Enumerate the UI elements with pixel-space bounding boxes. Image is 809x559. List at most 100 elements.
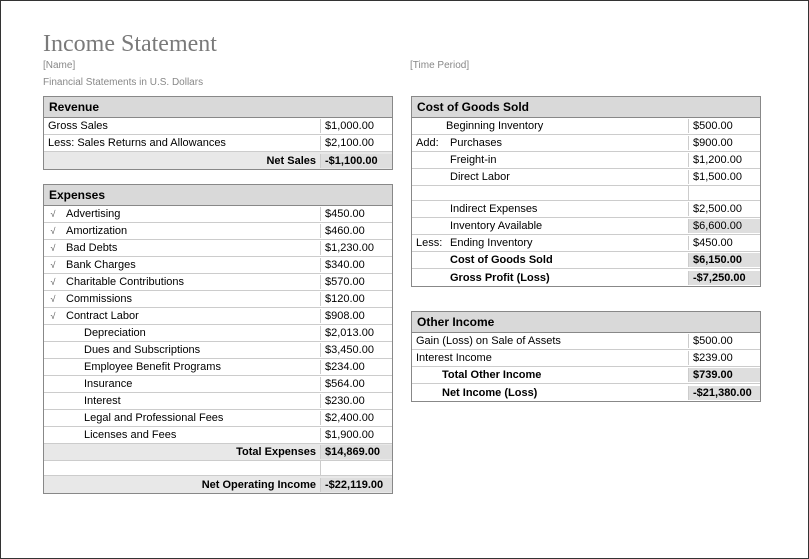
table-row: √Bank Charges$340.00 — [44, 257, 392, 274]
row-value: $340.00 — [320, 258, 392, 272]
row-value: $1,900.00 — [320, 428, 392, 442]
table-row: Interest Income$239.00 — [412, 350, 760, 367]
total-other-income-row: Total Other Income$739.00 — [412, 367, 760, 384]
table-row: Direct Labor$1,500.00 — [412, 169, 760, 186]
row-label: Gross Sales — [44, 119, 320, 133]
income-statement-page: Income Statement [Name] [Time Period] Fi… — [0, 0, 809, 559]
meta-name: [Name] — [43, 60, 410, 71]
revenue-header: Revenue — [44, 97, 392, 118]
other-income-header: Other Income — [412, 312, 760, 333]
net-operating-income-row: Net Operating Income -$22,119.00 — [44, 476, 392, 493]
row-label: Cost of Goods Sold — [446, 253, 688, 267]
row-label: Depreciation — [62, 326, 320, 340]
table-row: Interest$230.00 — [44, 393, 392, 410]
check-mark: √ — [44, 209, 62, 219]
row-value: $570.00 — [320, 275, 392, 289]
row-label: Amortization — [62, 224, 320, 238]
table-row: Less:Ending Inventory$450.00 — [412, 235, 760, 252]
row-value: $1,000.00 — [320, 119, 392, 133]
row-value: $739.00 — [688, 368, 760, 382]
row-label: Net Income (Loss) — [412, 386, 688, 400]
row-label: Net Sales — [44, 154, 320, 168]
row-label: Interest — [62, 394, 320, 408]
row-value: $1,500.00 — [688, 170, 760, 184]
other-income-section: Other Income Gain (Loss) on Sale of Asse… — [411, 311, 761, 402]
left-column: Revenue Gross Sales $1,000.00 Less: Sale… — [43, 96, 393, 508]
table-row: Legal and Professional Fees$2,400.00 — [44, 410, 392, 427]
row-label: Insurance — [62, 377, 320, 391]
row-value: $234.00 — [320, 360, 392, 374]
table-row: Freight-in$1,200.00 — [412, 152, 760, 169]
blank-row — [412, 186, 760, 201]
table-row: Insurance$564.00 — [44, 376, 392, 393]
row-value: $14,869.00 — [320, 445, 392, 459]
row-value: $2,100.00 — [320, 136, 392, 150]
check-mark: √ — [44, 277, 62, 287]
table-row: Licenses and Fees$1,900.00 — [44, 427, 392, 444]
row-value: $460.00 — [320, 224, 392, 238]
check-mark: √ — [44, 260, 62, 270]
cogs-header: Cost of Goods Sold — [412, 97, 760, 118]
row-value: -$21,380.00 — [688, 386, 760, 400]
gross-profit-row: Gross Profit (Loss)-$7,250.00 — [412, 269, 760, 286]
row-label: Bank Charges — [62, 258, 320, 272]
table-row: Employee Benefit Programs$234.00 — [44, 359, 392, 376]
check-mark: √ — [44, 294, 62, 304]
right-column: Cost of Goods Sold Beginning Inventory$5… — [411, 96, 761, 416]
row-label: Legal and Professional Fees — [62, 411, 320, 425]
cogs-total-row: Cost of Goods Sold$6,150.00 — [412, 252, 760, 269]
meta-time-period: [Time Period] — [410, 60, 469, 71]
expenses-header: Expenses — [44, 185, 392, 206]
row-label: Less: Sales Returns and Allowances — [44, 136, 320, 150]
row-value: -$1,100.00 — [320, 154, 392, 168]
row-label: Dues and Subscriptions — [62, 343, 320, 357]
row-value: $500.00 — [688, 119, 760, 133]
table-row: √Amortization$460.00 — [44, 223, 392, 240]
row-value: $1,230.00 — [320, 241, 392, 255]
row-label: Net Operating Income — [44, 478, 320, 492]
row-value: $120.00 — [320, 292, 392, 306]
row-value: $3,450.00 — [320, 343, 392, 357]
net-sales-row: Net Sales -$1,100.00 — [44, 152, 392, 169]
table-row: √Commissions$120.00 — [44, 291, 392, 308]
row-label: Indirect Expenses — [446, 202, 688, 216]
table-row: Gross Sales $1,000.00 — [44, 118, 392, 135]
table-row: Inventory Available$6,600.00 — [412, 218, 760, 235]
row-label: Advertising — [62, 207, 320, 221]
row-value: -$7,250.00 — [688, 271, 760, 285]
row-value: $450.00 — [320, 207, 392, 221]
table-row: √Advertising$450.00 — [44, 206, 392, 223]
total-expenses-row: Total Expenses $14,869.00 — [44, 444, 392, 461]
table-row: Less: Sales Returns and Allowances $2,10… — [44, 135, 392, 152]
row-value: $2,013.00 — [320, 326, 392, 340]
row-label: Freight-in — [446, 153, 688, 167]
table-row: Indirect Expenses$2,500.00 — [412, 201, 760, 218]
row-label: Total Other Income — [412, 368, 688, 382]
row-label: Charitable Contributions — [62, 275, 320, 289]
row-label: Gross Profit (Loss) — [446, 271, 688, 285]
net-income-row: Net Income (Loss)-$21,380.00 — [412, 384, 760, 401]
row-label: Commissions — [62, 292, 320, 306]
row-prefix: Less: — [412, 237, 446, 249]
row-prefix: Add: — [412, 137, 446, 149]
check-mark: √ — [44, 243, 62, 253]
page-title: Income Statement — [43, 31, 766, 58]
row-value: $6,150.00 — [688, 253, 760, 267]
table-row: √Bad Debts$1,230.00 — [44, 240, 392, 257]
meta-row: [Name] [Time Period] — [43, 60, 766, 71]
row-value: $564.00 — [320, 377, 392, 391]
row-label: Bad Debts — [62, 241, 320, 255]
row-value: $908.00 — [320, 309, 392, 323]
revenue-section: Revenue Gross Sales $1,000.00 Less: Sale… — [43, 96, 393, 170]
row-value: $2,500.00 — [688, 202, 760, 216]
row-value: $500.00 — [688, 334, 760, 348]
row-label: Direct Labor — [446, 170, 688, 184]
table-row: √Charitable Contributions$570.00 — [44, 274, 392, 291]
table-row: Beginning Inventory$500.00 — [412, 118, 760, 135]
table-row: Dues and Subscriptions$3,450.00 — [44, 342, 392, 359]
row-label: Ending Inventory — [446, 236, 688, 250]
row-value: -$22,119.00 — [320, 478, 392, 492]
row-label: Total Expenses — [44, 445, 320, 459]
expenses-section: Expenses √Advertising$450.00 √Amortizati… — [43, 184, 393, 494]
row-value: $230.00 — [320, 394, 392, 408]
